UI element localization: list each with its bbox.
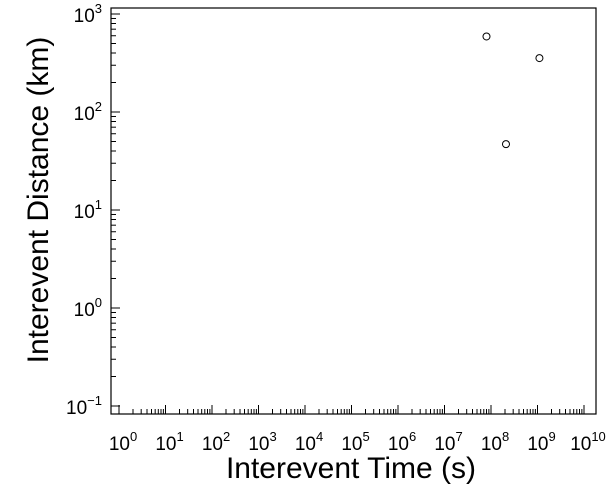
- x-tick-label: 105: [341, 429, 369, 455]
- x-tick-label: 100: [109, 429, 137, 455]
- x-tick-label: 108: [481, 429, 509, 455]
- data-point: [535, 54, 544, 63]
- data-point: [501, 140, 510, 149]
- x-tick-label: 1010: [570, 429, 606, 455]
- x-tick-label: 109: [527, 429, 555, 455]
- x-axis-title: Interevent Time (s): [226, 452, 476, 485]
- y-tick-label: 101: [74, 197, 102, 223]
- y-tick-label: 103: [74, 1, 102, 27]
- axis-ticks: [111, 13, 585, 414]
- y-tick-label: 10−1: [66, 393, 102, 419]
- y-tick-label: 102: [74, 99, 102, 125]
- y-tick-label: 100: [74, 295, 102, 321]
- y-axis-title: Interevent Distance (km): [22, 37, 55, 364]
- plot-frame: [110, 7, 597, 415]
- y-tick-labels: 10−1 100 101 102 103: [66, 1, 102, 419]
- data-point: [482, 32, 491, 41]
- data-points: [482, 32, 544, 149]
- x-tick-label: 101: [155, 429, 183, 455]
